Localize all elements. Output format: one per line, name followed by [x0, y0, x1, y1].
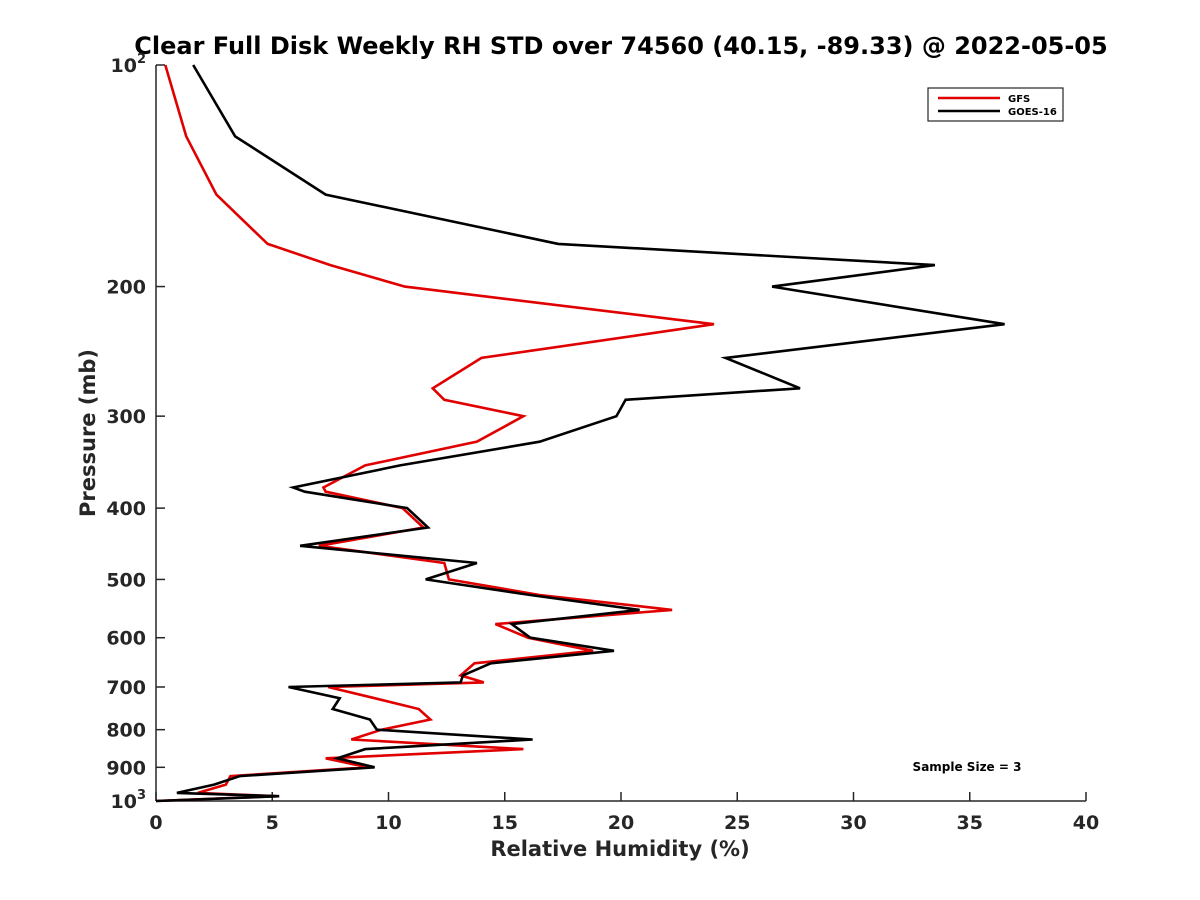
- x-tick-label: 15: [492, 812, 518, 834]
- series-line-gfs: [155, 64, 715, 803]
- legend: GFS GOES-16: [927, 87, 1064, 122]
- chart-title: Clear Full Disk Weekly RH STD over 74560…: [134, 32, 1107, 60]
- y-tick-label: 700: [106, 677, 146, 699]
- x-tick-label: 25: [724, 812, 750, 834]
- x-tick-label: 30: [840, 812, 866, 834]
- series-line-goes-16: [155, 64, 1005, 803]
- y-tick-label: 900: [106, 757, 146, 779]
- x-tick-label: 20: [608, 812, 634, 834]
- x-tick-label: 5: [266, 812, 279, 834]
- legend-box: [927, 87, 1064, 122]
- y-tick-label: 200: [106, 277, 146, 299]
- y-tick-label: 600: [106, 628, 146, 650]
- y-tick-label: 500: [106, 569, 146, 591]
- x-tick-label: 40: [1073, 812, 1099, 834]
- series-layer: [155, 64, 1005, 803]
- y-tick-label: 103: [111, 788, 147, 813]
- y-tick-label: 300: [106, 406, 146, 428]
- y-axis-label: Pressure (mb): [76, 349, 100, 517]
- x-tick-label: 0: [149, 812, 162, 834]
- y-tick-label: 800: [106, 720, 146, 742]
- legend-label-goes-16: GOES-16: [1008, 107, 1057, 118]
- legend-label-gfs: GFS: [1008, 94, 1030, 105]
- x-axis-label: Relative Humidity (%): [490, 837, 749, 861]
- y-tick-label: 102: [111, 52, 147, 77]
- sample-size-annotation: Sample Size = 3: [913, 760, 1022, 774]
- x-tick-label: 10: [375, 812, 401, 834]
- axes: 0 5 10 15 20 25 30 35 40 102 200 300 400 500 600 700 800…: [106, 52, 1099, 834]
- x-tick-label: 35: [957, 812, 983, 834]
- y-tick-label: 400: [106, 498, 146, 520]
